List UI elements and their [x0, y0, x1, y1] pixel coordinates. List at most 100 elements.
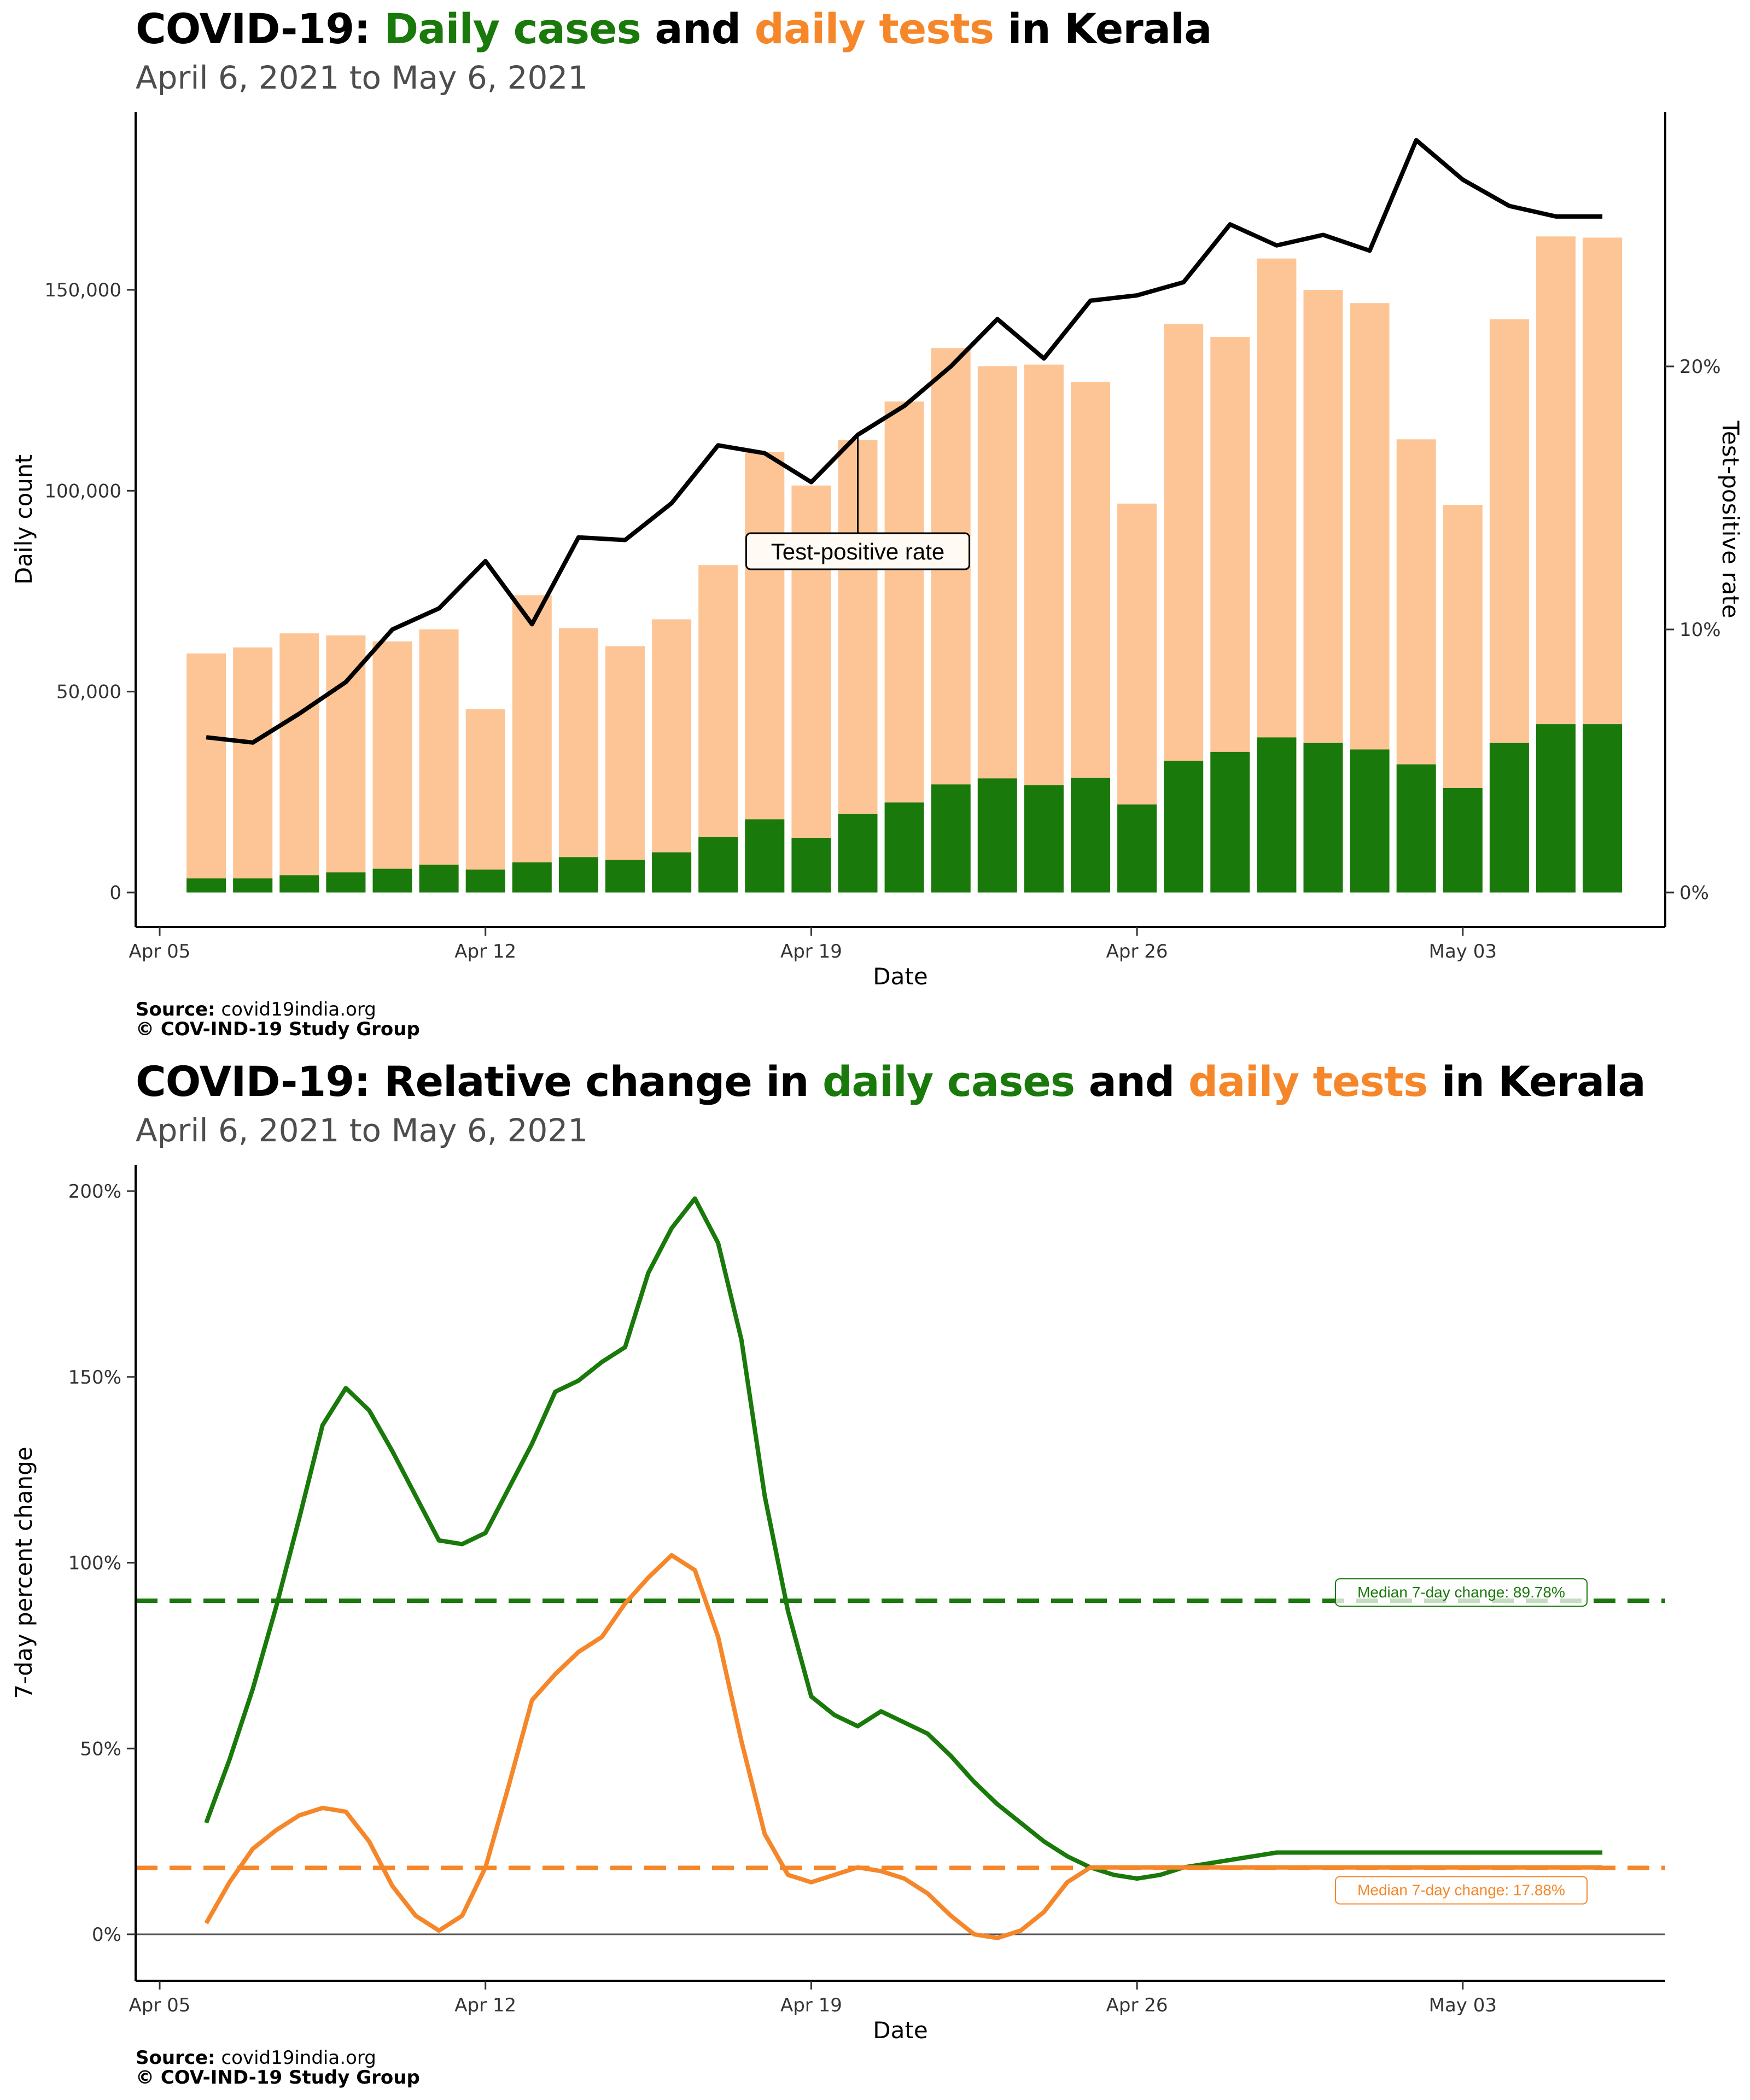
cases-bar: [372, 868, 412, 892]
tests-bar: [419, 629, 459, 892]
median-cases-label-box: [1335, 1578, 1588, 1607]
chart2-title-cases: daily cases: [822, 1057, 1075, 1106]
cases-bar: [1536, 724, 1576, 892]
cases-bar: [605, 860, 645, 892]
cases-bar: [652, 852, 692, 892]
chart2-title: COVID-19: Relative change in daily cases…: [136, 1057, 1646, 1106]
chart1-copyright: © COV-IND-19 Study Group: [136, 1018, 420, 1040]
x-tick-label: Apr 26: [1106, 1994, 1168, 2016]
cases-bar: [326, 872, 366, 892]
x-tick-label: Apr 12: [454, 941, 516, 962]
cases-bar: [1303, 743, 1343, 892]
x-tick-label: May 03: [1429, 1994, 1497, 2016]
cases-bar: [419, 865, 459, 892]
chart1-title-suffix: in Kerala: [994, 4, 1212, 53]
chart1-source: Source: covid19india.org: [136, 999, 376, 1020]
cases-bar: [977, 778, 1017, 892]
chart2-plot: Median 7-day change: 89.78% Median 7-day …: [10, 1165, 1665, 2044]
cases-bar: [1257, 737, 1297, 892]
y-tick-label: 0: [109, 882, 121, 904]
y-axis-title: 7-day percent change: [10, 1446, 37, 1699]
y-tick-label: 200%: [68, 1181, 121, 1203]
cases-bar: [884, 802, 924, 892]
cases-bar: [186, 878, 226, 892]
chart2-title-suffix: in Kerala: [1427, 1057, 1646, 1106]
x-axis-title: Date: [873, 963, 928, 990]
median-tests-label-box: [1335, 1876, 1588, 1905]
cases-bar: [838, 814, 878, 892]
cases-bar: [1489, 743, 1529, 892]
chart2-title-prefix: COVID-19: Relative change in: [136, 1057, 822, 1106]
chart2-source-value: covid19india.org: [215, 2047, 376, 2069]
tpr-line: [206, 138, 1603, 745]
x-tick-label: Apr 19: [780, 1994, 842, 2016]
tests-bar: [186, 653, 226, 892]
cases-bar: [465, 870, 505, 892]
chart1-subtitle: April 6, 2021 to May 6, 2021: [136, 59, 588, 96]
chart2-source-label: Source:: [136, 2047, 215, 2069]
tests-bar: [279, 633, 319, 892]
cases-bar: [558, 857, 598, 892]
chart1-source-label: Source:: [136, 999, 215, 1020]
chart1-title-and: and: [640, 4, 755, 53]
cases-bar: [791, 838, 831, 892]
cases-bar: [1071, 778, 1110, 892]
cases-bar: [1024, 785, 1064, 892]
chart2-subtitle: April 6, 2021 to May 6, 2021: [136, 1112, 588, 1149]
cases-bar: [279, 875, 319, 892]
chart1-plot: Test-positive rate 0 50,000 100,000 150,000 0…: [10, 112, 1744, 990]
tests-bar: [512, 595, 552, 892]
cases-bar: [512, 862, 552, 892]
y-tick-label: 50%: [80, 1738, 121, 1760]
y-tick-label: 0%: [92, 1924, 121, 1946]
chart1-title-prefix: COVID-19:: [136, 4, 384, 53]
chart2-title-tests: daily tests: [1188, 1057, 1428, 1106]
x-tick-label: Apr 12: [454, 1994, 516, 2016]
y-tick-label: 150,000: [44, 279, 121, 301]
median-cases-label: Median 7-day change: 89.78%: [1357, 1584, 1565, 1601]
annotation-box: [745, 532, 970, 570]
y2-tick-label: 20%: [1679, 356, 1721, 378]
tests-bar: [372, 641, 412, 892]
cases-bar: [1210, 751, 1250, 892]
cases-bar: [1117, 804, 1157, 892]
x-tick-label: Apr 19: [780, 941, 842, 962]
chart1-title-tests: daily tests: [754, 4, 994, 53]
chart2-title-and: and: [1075, 1057, 1188, 1106]
y2-tick-label: 0%: [1679, 882, 1709, 904]
chart1-title-cases: Daily cases: [384, 4, 641, 53]
y-tick-label: 50,000: [56, 681, 121, 703]
tests-bar: [652, 619, 692, 892]
tests-bar: [233, 647, 273, 892]
x-tick-label: Apr 26: [1106, 941, 1168, 962]
cases-bar: [1350, 749, 1390, 892]
x-tick-label: Apr 05: [129, 941, 191, 962]
cases-bar: [931, 784, 971, 892]
x-tick-label: Apr 05: [129, 1994, 191, 2016]
cases-bar: [1443, 788, 1483, 892]
y-tick-label: 150%: [68, 1367, 121, 1389]
y-axis-title: Daily count: [10, 454, 37, 585]
cases-bar: [1396, 764, 1436, 892]
cases-bar: [698, 837, 738, 892]
y-tick-label: 100%: [68, 1553, 121, 1574]
tests-bar: [465, 709, 505, 892]
tests-bar: [558, 628, 598, 892]
x-tick-label: May 03: [1429, 941, 1497, 962]
cases-change-line: [204, 1196, 1603, 1881]
y2-axis-title: Test-positive rate: [1717, 420, 1744, 618]
median-tests-label: Median 7-day change: 17.88%: [1357, 1882, 1565, 1899]
chart1-source-value: covid19india.org: [215, 999, 376, 1020]
cases-bar: [1164, 761, 1204, 892]
chart1-title: COVID-19: Daily cases and daily tests in…: [136, 4, 1212, 53]
cases-bar: [745, 819, 785, 892]
cases-bar: [1583, 724, 1623, 892]
tests-change-line: [204, 1553, 1603, 1940]
chart2-copyright: © COV-IND-19 Study Group: [136, 2067, 420, 2089]
annotation-label: Test-positive rate: [771, 539, 944, 564]
y-tick-label: 100,000: [44, 480, 121, 502]
tests-bar: [745, 452, 785, 892]
tests-bar: [326, 635, 366, 892]
cases-bar: [233, 878, 273, 892]
y2-tick-label: 10%: [1679, 619, 1721, 641]
